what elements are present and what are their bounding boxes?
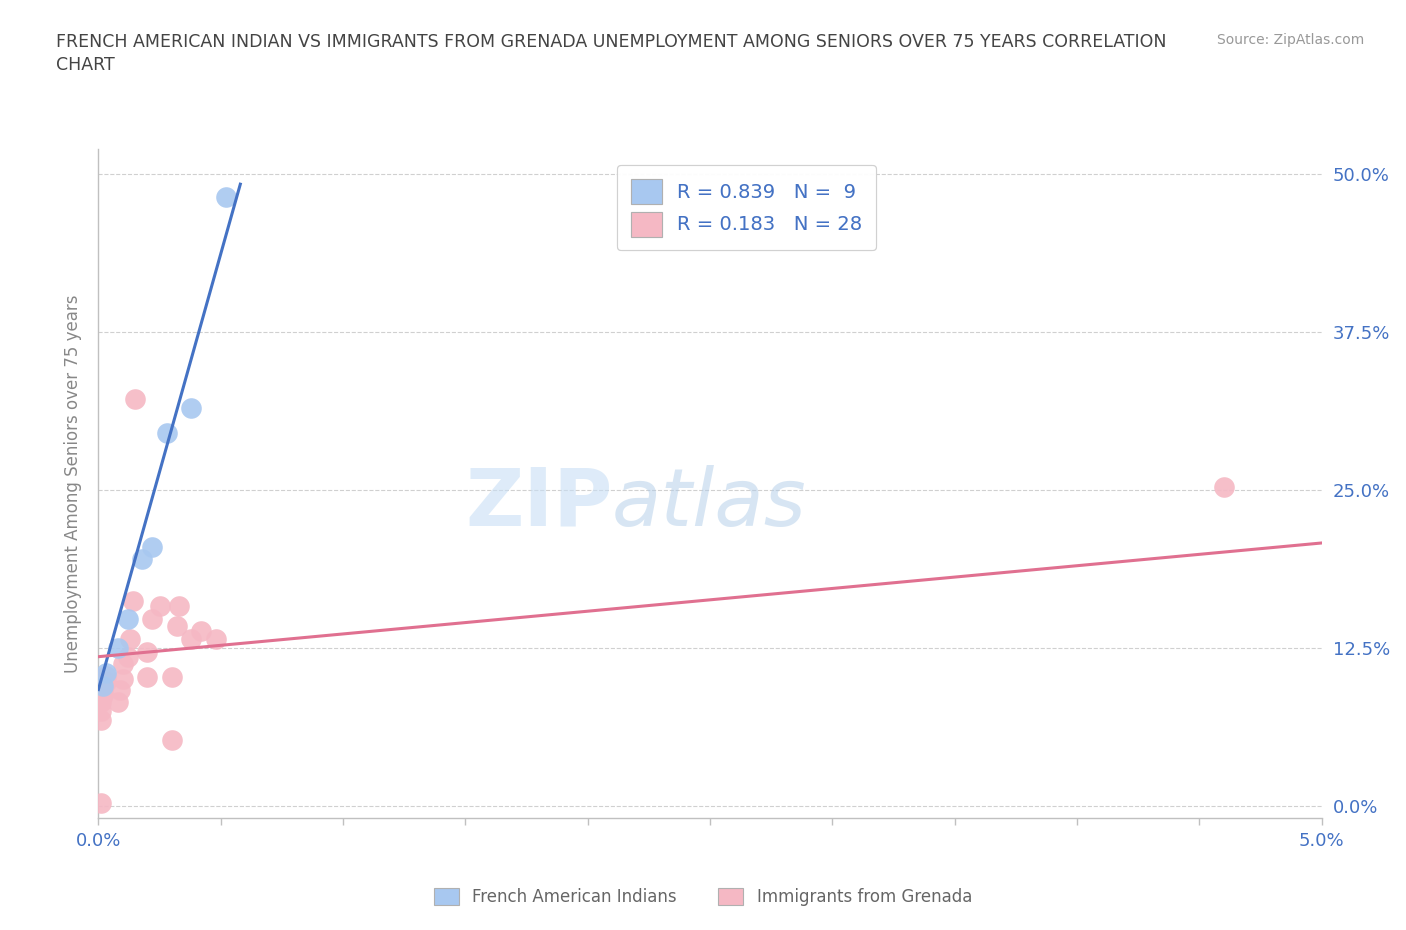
Text: atlas: atlas (612, 465, 807, 543)
Point (107, 695, 129, 710)
Point (149, 599, 172, 614)
Point (91, 687, 114, 702)
Point (94, 668, 117, 683)
Point (190, 624, 212, 639)
Legend: R = 0.839   N =  9, R = 0.183   N = 28: R = 0.839 N = 9, R = 0.183 N = 28 (617, 166, 876, 250)
Point (90, 712, 112, 727)
Point (90, 704, 112, 719)
Point (180, 631, 202, 646)
Point (90, 695, 112, 710)
Text: FRENCH AMERICAN INDIAN VS IMMIGRANTS FROM GRENADA UNEMPLOYMENT AMONG SENIORS OVE: FRENCH AMERICAN INDIAN VS IMMIGRANTS FRO… (56, 33, 1167, 50)
Point (120, 631, 142, 646)
Point (205, 631, 228, 646)
Point (111, 672, 134, 687)
Point (94, 666, 117, 681)
Point (156, 426, 179, 441)
Point (90, 796, 112, 811)
Point (124, 392, 146, 406)
Point (110, 682, 132, 697)
Point (131, 552, 153, 567)
Point (91, 682, 114, 697)
Point (160, 733, 183, 748)
Point (166, 619, 188, 634)
Text: ZIP: ZIP (465, 465, 612, 543)
Point (94, 674, 117, 689)
Point (1212, 480, 1234, 495)
Y-axis label: Unemployment Among Seniors over 75 years: Unemployment Among Seniors over 75 years (65, 295, 83, 672)
Point (167, 599, 190, 614)
Point (107, 641, 129, 656)
Point (136, 670, 159, 684)
Point (121, 593, 143, 608)
Point (117, 611, 139, 626)
Point (214, 190, 236, 205)
Point (180, 400, 202, 415)
Point (91, 678, 114, 693)
Text: Source: ZipAtlas.com: Source: ZipAtlas.com (1216, 33, 1364, 46)
Point (160, 670, 183, 684)
Text: CHART: CHART (56, 56, 115, 73)
Point (117, 649, 139, 664)
Point (141, 539, 163, 554)
Point (136, 644, 159, 659)
Legend: French American Indians, Immigrants from Grenada: French American Indians, Immigrants from… (427, 881, 979, 912)
Point (141, 611, 163, 626)
Point (111, 657, 134, 671)
